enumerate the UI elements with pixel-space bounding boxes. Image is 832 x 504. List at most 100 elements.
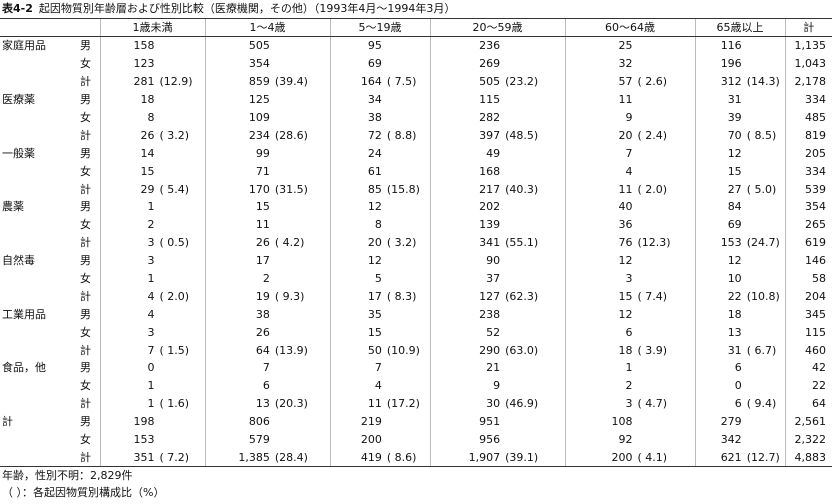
count: 69: [367, 57, 382, 71]
cell: 146: [784, 251, 832, 270]
count: 5: [374, 272, 382, 286]
table-row: 女 123 354 69 269 32 196 1,043: [0, 54, 832, 73]
cell: 334: [784, 90, 832, 109]
count: 3: [147, 254, 155, 268]
cell: 3: [99, 323, 205, 342]
sex: 男: [80, 361, 91, 375]
table-row: 計 1 ( 1.6) 13 (20.3) 11 (17.2) 30 (46.9) 3 ( 4.7) 6…: [0, 394, 832, 413]
table-row: 女 153 579 200 956 92 342 2,322: [0, 430, 832, 449]
count: 72: [367, 128, 382, 142]
cell: 282: [429, 108, 565, 127]
count: 217: [479, 182, 501, 196]
cell: 125: [204, 90, 330, 109]
count: 31: [727, 93, 742, 107]
percent: (13.9): [274, 343, 308, 357]
cell: 312 (14.3): [694, 72, 785, 91]
cell: 61: [329, 162, 430, 181]
count: 15: [727, 164, 742, 178]
category-blank: [0, 287, 78, 305]
count: 11: [255, 218, 270, 232]
column-header: 60～64歳: [564, 18, 695, 37]
count: 2: [262, 272, 270, 286]
category-blank: [0, 431, 78, 449]
count: 1,907: [468, 450, 501, 464]
cell: 15: [694, 162, 785, 181]
sex: 男: [80, 307, 91, 321]
category: 家庭用品: [2, 39, 46, 53]
cell: 13: [694, 323, 785, 342]
cell: 1: [99, 269, 205, 288]
count: 32: [618, 57, 633, 71]
cell: 116: [694, 36, 785, 55]
count: 3: [147, 325, 155, 339]
count: 4: [374, 379, 382, 393]
count: 109: [248, 111, 270, 124]
cell: 204: [784, 287, 832, 306]
count: 4: [147, 307, 155, 321]
sex: 女: [80, 433, 91, 447]
cell: 64 (13.9): [204, 341, 330, 360]
category-blank: [0, 377, 78, 395]
count: 69: [727, 218, 742, 232]
percent: ( 2.4): [637, 128, 668, 142]
percent: (10.9): [386, 343, 420, 357]
cell: 8: [329, 215, 430, 234]
cell: 21: [429, 359, 565, 377]
count: 153: [133, 433, 155, 447]
cell: 579: [204, 430, 330, 449]
cell: 15 ( 7.4): [564, 287, 695, 306]
count: 26: [140, 128, 155, 142]
cell: 12: [694, 144, 785, 163]
percent: (24.7): [746, 236, 780, 250]
cell: 15: [204, 198, 330, 216]
cell: 202: [429, 198, 565, 216]
category-blank: [0, 341, 78, 359]
cell: 11: [204, 215, 330, 234]
table-row: 医療薬 男 18 125 34 115 11 31 334: [0, 90, 832, 109]
cell: 11 (17.2): [329, 394, 430, 413]
cell: 64: [784, 394, 832, 413]
count: 115: [479, 93, 501, 107]
count: 956: [479, 433, 501, 447]
category: 一般薬: [2, 146, 35, 160]
cell: 196: [694, 54, 785, 73]
count: 13: [255, 397, 270, 411]
count: 7: [625, 146, 633, 160]
percent: ( 4.1): [637, 450, 668, 464]
cell: 27 ( 5.0): [694, 180, 785, 199]
cell: 460: [784, 341, 832, 360]
cell: 956: [429, 430, 565, 449]
cell: 17 ( 8.3): [329, 287, 430, 306]
title-text: 起因物質別年齢層および性別比較（医療機関，その他）（1993年4月～1994年3…: [38, 2, 456, 15]
cell: 76 (12.3): [564, 233, 695, 252]
count: 158: [133, 39, 155, 53]
cell: 108: [564, 412, 695, 431]
count: 269: [479, 57, 501, 71]
count: 15: [255, 200, 270, 214]
cell: 1: [99, 376, 205, 395]
count: 354: [248, 57, 270, 71]
percent: (63.0): [505, 343, 539, 357]
sex: 女: [80, 272, 91, 286]
count: 312: [720, 75, 742, 89]
count: 1: [147, 272, 155, 286]
count: 36: [618, 218, 633, 232]
sex: 計: [80, 128, 91, 142]
cell: 234 (28.6): [204, 126, 330, 145]
cell: 84: [694, 198, 785, 216]
count: 61: [367, 164, 382, 178]
count: 1: [625, 361, 633, 375]
category-blank: [0, 109, 78, 127]
cell: 1,135: [784, 36, 832, 55]
column-header: 1～4歳: [204, 18, 330, 37]
cell: 806: [204, 412, 330, 431]
cell: 334: [784, 162, 832, 181]
percent: (12.7): [746, 450, 780, 464]
cell: 397 (48.5): [429, 126, 565, 145]
count: 290: [479, 343, 501, 357]
cell: 2: [204, 269, 330, 288]
percent: (23.2): [505, 75, 539, 89]
count: 341: [479, 236, 501, 250]
count: 70: [727, 128, 742, 142]
cell: 71: [204, 162, 330, 181]
